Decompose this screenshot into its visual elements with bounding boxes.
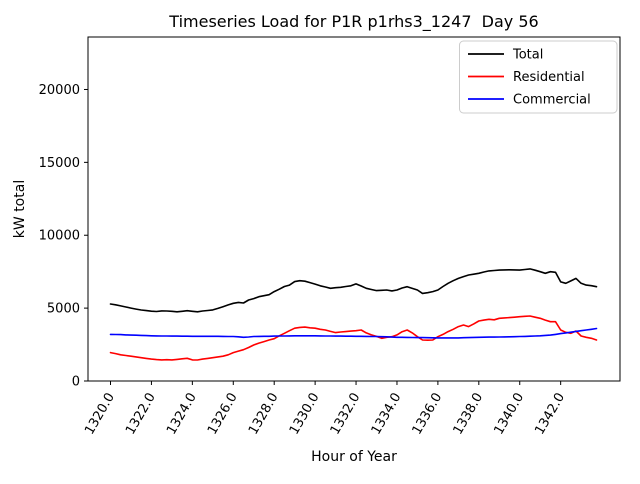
x-tick-label: 1336.0: [410, 391, 446, 438]
y-tick-label: 20000: [39, 83, 80, 98]
series-line-total: [109, 268, 598, 313]
x-tick-label: 1326.0: [205, 391, 241, 438]
y-tick-label: 0: [72, 375, 80, 390]
plot-area-frame: [87, 36, 621, 382]
x-tick-label: 1334.0: [369, 391, 405, 438]
legend-label-residential: Residential: [513, 70, 585, 85]
y-tick-label: 10000: [39, 229, 80, 244]
x-tick-label: 1320.0: [82, 391, 118, 438]
x-axis-label: Hour of Year: [311, 449, 397, 465]
series-line-commercial: [109, 327, 598, 339]
x-tick-label: 1330.0: [287, 391, 323, 438]
x-tick-label: 1324.0: [164, 391, 200, 438]
x-tick-label: 1328.0: [246, 391, 282, 438]
legend-box: [459, 40, 618, 114]
x-tick-label: 1340.0: [491, 391, 527, 438]
y-tick-label: 15000: [39, 156, 80, 171]
plot-content: 1320.0 1322.0 1324.0 1326.0 1328.0 1330.0 1332…: [39, 83, 598, 438]
x-tick-label: 1338.0: [451, 391, 487, 438]
legend-label-commercial: Commercial: [513, 93, 591, 108]
chart-title: Timeseries Load for P1R p1rhs3_1247 Day …: [168, 12, 538, 32]
x-tick-label: 1342.0: [532, 391, 568, 438]
x-tick-label: 1322.0: [123, 391, 159, 438]
x-tick-label: 1332.0: [328, 391, 364, 438]
y-axis-label: kW total: [12, 180, 28, 238]
series-line-residential: [109, 315, 598, 361]
legend-label-total: Total: [512, 48, 543, 63]
y-tick-label: 5000: [47, 302, 80, 317]
legend: Total Residential Commercial: [459, 40, 618, 114]
